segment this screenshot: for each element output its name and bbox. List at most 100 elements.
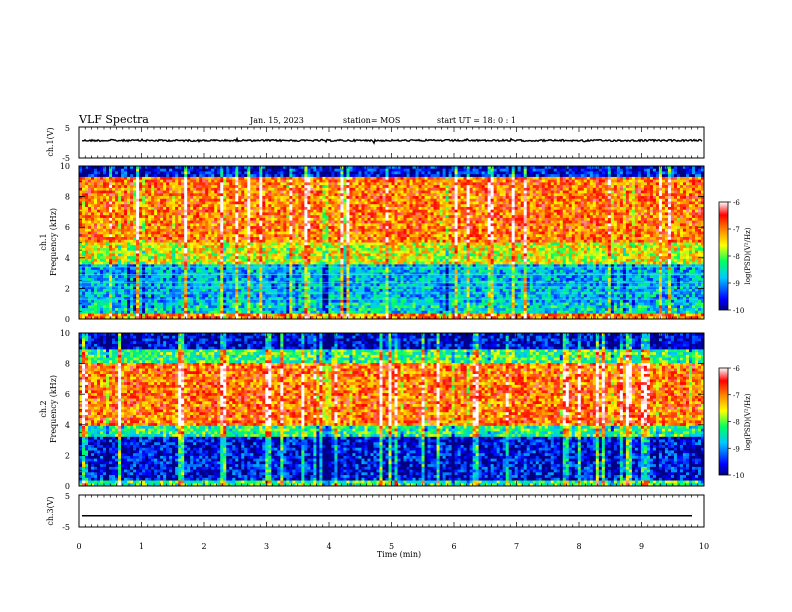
spectrogram-cell [139,217,143,221]
spectrogram-cell [295,204,299,208]
spectrogram-cell [295,190,299,194]
spectrogram-cell [157,171,161,175]
spectrogram-cell [649,223,654,227]
spectrogram-cell [103,190,107,194]
spectrogram-cell [385,196,389,200]
spectrogram-cell [352,201,356,205]
spectrogram-cell [448,206,452,211]
spectrogram-cell [205,215,209,219]
spectrogram-cell [202,196,206,200]
spectrogram-cell [244,220,248,224]
spectrogram-cell [268,223,272,227]
spectrogram-cell [637,206,642,211]
spectrogram-cell [217,198,221,202]
spectrogram-cell [505,185,509,189]
spectrogram-cell [592,168,597,172]
spectrogram-cell [676,206,681,211]
spectrogram-cell [490,206,494,211]
spectrogram-cell [508,204,512,208]
spectrogram-cell [364,215,368,219]
spectrogram-cell [514,196,518,200]
spectrogram-cell [205,201,209,205]
spectrogram-cell [370,174,374,178]
spectrogram-cell [277,182,281,186]
spectrogram-cell [403,187,407,191]
spectrogram-cell [406,179,410,183]
spectrogram-cell [667,217,672,221]
spectrogram-cell [658,174,663,178]
spectrogram-cell [658,204,663,208]
spectrogram-cell [220,190,224,194]
spectrogram-cell [514,174,518,178]
spectrogram-cell [160,193,164,197]
spectrogram-cell [430,198,434,202]
spectrogram-cell [493,220,497,224]
spectrogram-cell [520,179,525,183]
spectrogram-cell [97,226,101,230]
spectrogram-cell [661,220,666,224]
spectrogram-cell [352,209,356,213]
spectrogram-cell [352,196,356,200]
spectrogram-cell [637,196,642,200]
spectrogram-cell [274,215,278,219]
spectrogram-cell [415,193,419,197]
spectrogram-cell [664,176,669,180]
spectrogram-cell [289,168,293,172]
spectrogram-cell [262,193,266,197]
spectrogram-cell [442,226,446,230]
spectrogram-cell [622,204,627,208]
spectrogram-cell [499,196,503,200]
spectrogram-cell [643,209,648,213]
spectrogram-cell [256,217,260,221]
spectrogram-cell [580,182,585,186]
spectrogram-cell [541,226,546,230]
spectrogram-cell [568,166,573,170]
spectrogram-cell [367,166,371,170]
spectrogram-cell [295,182,299,186]
spectrogram-cell [322,217,326,221]
spectrogram-cell [121,171,125,175]
spectrogram-cell [163,201,167,205]
spectrogram-cell [355,182,359,186]
spectrogram-cell [106,212,110,216]
spectrogram-cell [166,196,170,200]
spectrogram-cell [148,212,152,216]
spectrogram-cell [283,187,287,191]
spectrogram-cell [604,187,609,191]
spectrogram-cell [655,182,660,186]
spectrogram-cell [628,217,633,221]
spectrogram-cell [340,176,344,180]
spectrogram-cell [82,215,86,219]
spectrogram-cell [475,217,479,221]
spectrogram-cell [193,187,197,191]
spectrogram-cell [283,193,287,197]
spectrogram-cell [688,206,693,211]
spectrogram-cell [448,220,452,224]
spectrogram-cell [367,212,371,216]
spectrogram-cell [457,171,461,175]
spectrogram-cell [382,212,386,216]
date-label: Jan. 15, 2023 [249,116,304,125]
spectrogram-cell [469,201,473,205]
spectrogram-cell [289,215,293,219]
spectrogram-cell [127,198,131,202]
spectrogram-cell [610,166,615,170]
spectrogram-cell [499,187,503,191]
spectrogram-cell [475,196,479,200]
spectrogram-cell [217,185,221,189]
spectrogram-cell [673,198,678,202]
spectrogram-cell [691,182,696,186]
spectrogram-cell [640,215,645,219]
spectrogram-cell [160,179,164,183]
spectrogram-cell [268,190,272,194]
spectrogram-cell [442,212,446,216]
spectrogram-cell [364,204,368,208]
spectrogram-cell [541,179,546,183]
spectrogram-cell [274,212,278,216]
spectrogram-cell [469,223,473,227]
spectrogram-cell [262,226,266,230]
spectrogram-cell [562,168,567,172]
spectrogram-cell [289,190,293,194]
spectrogram-cell [520,226,525,230]
spectrogram-cell [85,206,89,211]
